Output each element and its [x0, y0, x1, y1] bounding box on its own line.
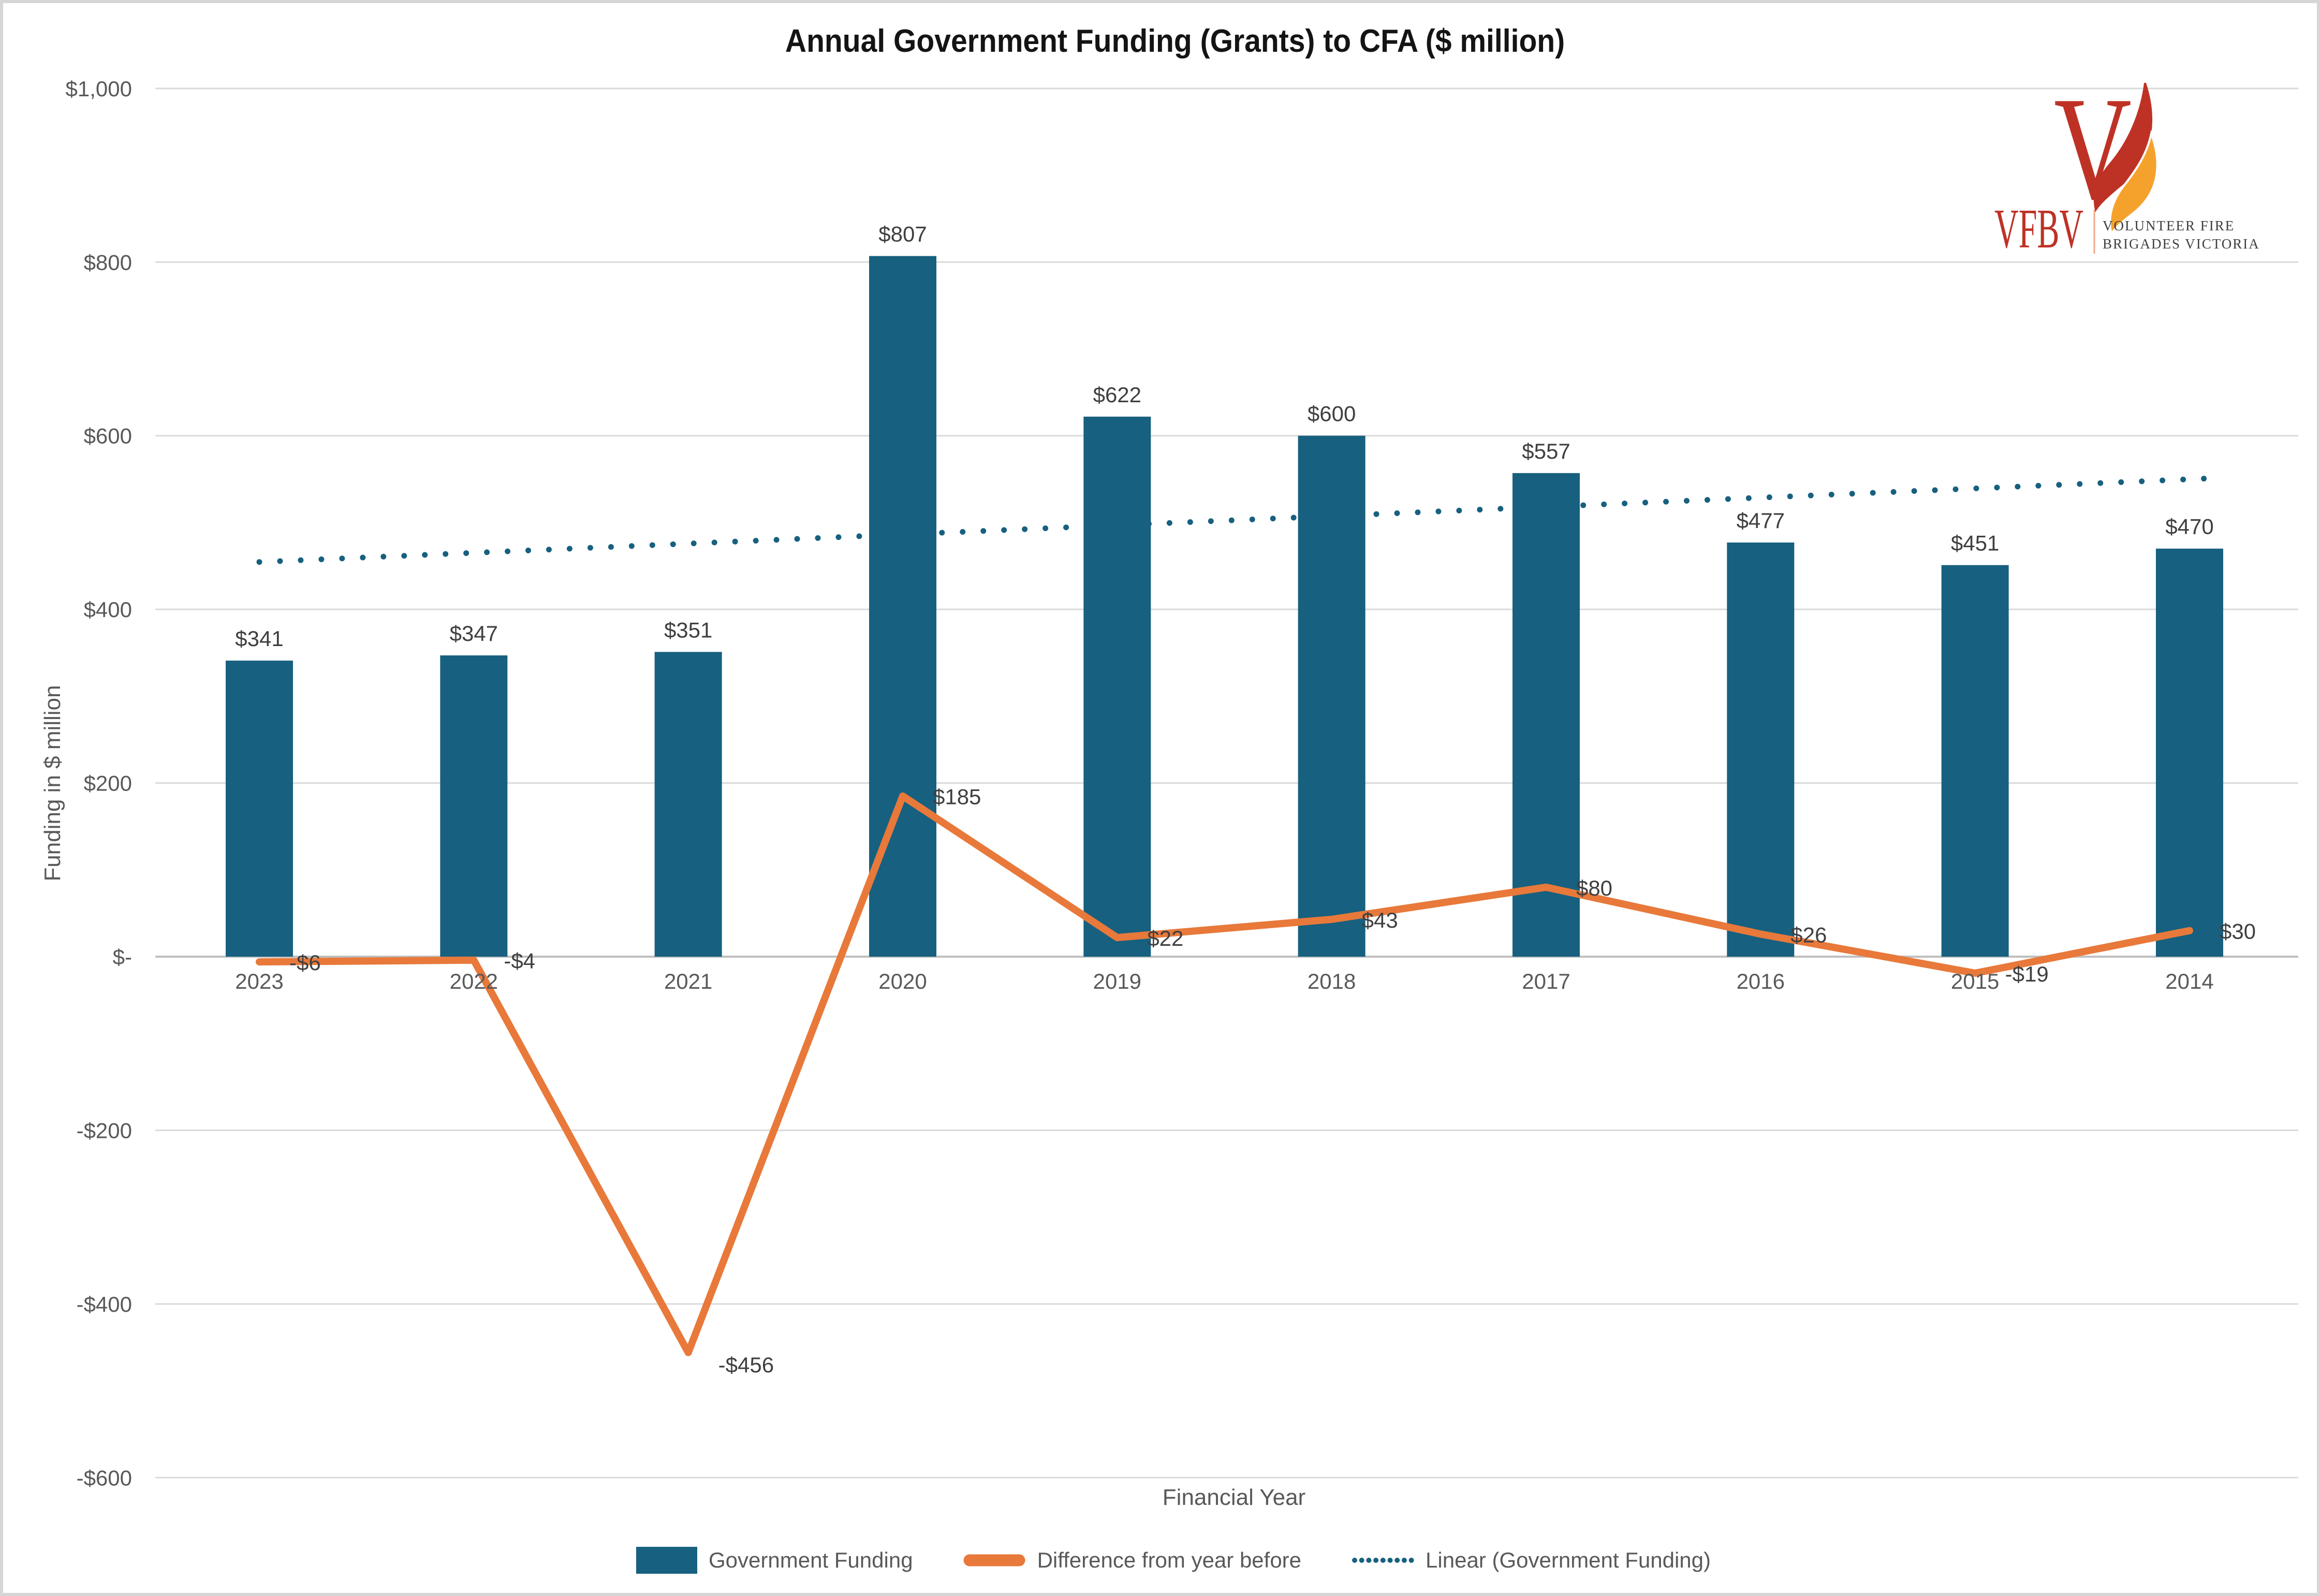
trendline — [256, 475, 2219, 565]
legend-item-government-funding: Government Funding — [636, 1547, 913, 1574]
legend-swatch-bar-icon — [636, 1547, 698, 1574]
y-tick-label: $400 — [84, 597, 132, 622]
x-tick-label-2014: 2014 — [2165, 969, 2213, 993]
x-axis-title: Financial Year — [1162, 1485, 1306, 1510]
bar-2019 — [1083, 416, 1151, 957]
y-axis-title: Funding in $ million — [40, 685, 65, 882]
bar-label-2018: $600 — [1308, 402, 1356, 426]
bar-2016 — [1727, 543, 1795, 957]
logo-tagline-1: VOLUNTEER FIRE — [2103, 218, 2235, 233]
x-tick-label-2015: 2015 — [1951, 969, 1999, 993]
logo-flame-orange-icon — [2109, 129, 2159, 237]
difference-label-2018: $43 — [1362, 908, 1398, 932]
legend: Government Funding Difference from year … — [636, 1547, 1711, 1574]
y-tick-label: $1,000 — [66, 77, 132, 101]
x-tick-label-2020: 2020 — [878, 969, 927, 993]
legend-label-difference: Difference from year before — [1037, 1548, 1302, 1572]
bar-2023 — [226, 661, 293, 957]
legend-item-difference: Difference from year before — [963, 1548, 1301, 1573]
difference-label-2017: $80 — [1576, 876, 1612, 900]
difference-label-2014: $30 — [2220, 919, 2256, 944]
difference-label-2015: -$19 — [2005, 962, 2049, 986]
bar-2022 — [440, 655, 508, 957]
difference-label-2016: $26 — [1790, 923, 1827, 947]
difference-label-2021: -$456 — [718, 1353, 774, 1377]
y-tick-label: -$200 — [77, 1118, 132, 1143]
legend-swatch-dotted-icon — [1352, 1558, 1415, 1563]
bar-label-2022: $347 — [450, 621, 498, 646]
legend-swatch-line-icon — [963, 1554, 1025, 1566]
bar-label-2017: $557 — [1522, 439, 1570, 463]
bar-2021 — [654, 652, 722, 957]
bar-2014 — [2155, 548, 2223, 957]
y-tick-label: $- — [113, 945, 132, 969]
x-tick-label-2016: 2016 — [1737, 969, 1785, 993]
x-tick-label-2021: 2021 — [664, 969, 712, 993]
bar-label-2015: $451 — [1951, 531, 1999, 555]
y-tick-label: $600 — [84, 424, 132, 448]
legend-label-linear: Linear (Government Funding) — [1426, 1548, 1711, 1572]
bar-label-2023: $341 — [235, 626, 283, 651]
logo-tagline-2: BRIGADES VICTORIA — [2103, 236, 2260, 252]
y-tick-label: -$600 — [77, 1466, 132, 1490]
legend-label-government-funding: Government Funding — [709, 1548, 913, 1572]
legend-item-linear: Linear (Government Funding) — [1351, 1548, 1711, 1573]
x-tick-label-2022: 2022 — [450, 969, 498, 993]
y-tick-label: $200 — [84, 771, 132, 796]
difference-line — [256, 792, 2193, 1356]
vfbv-logo: V VFBV VOLUNTEER FIRE BRIGADES VICTORIA — [1994, 83, 2260, 260]
x-tick-label-2019: 2019 — [1093, 969, 1141, 993]
y-tick-label: $800 — [84, 250, 132, 274]
difference-label-2022: -$4 — [504, 949, 535, 973]
bar-label-2014: $470 — [2165, 515, 2213, 539]
bar-2018 — [1298, 435, 1365, 957]
x-tick-label-2018: 2018 — [1308, 969, 1356, 993]
bar-label-2019: $622 — [1093, 383, 1141, 407]
logo-flame-red-icon — [2093, 83, 2152, 212]
bar-label-2020: $807 — [878, 222, 927, 246]
difference-label-2019: $22 — [1147, 926, 1183, 950]
x-tick-label-2023: 2023 — [235, 969, 283, 993]
bar-2020 — [869, 256, 936, 957]
y-tick-label: -$400 — [77, 1292, 132, 1316]
logo-abbr-text: VFBV — [1994, 198, 2083, 260]
difference-label-2020: $185 — [933, 785, 981, 809]
difference-label-2023: -$6 — [289, 950, 321, 975]
bar-label-2021: $351 — [664, 618, 712, 642]
chart-title: Annual Government Funding (Grants) to CF… — [785, 23, 1565, 59]
bar-label-2016: $477 — [1737, 508, 1785, 533]
bar-2017 — [1512, 473, 1580, 957]
bar-2015 — [1941, 565, 2009, 957]
x-tick-label-2017: 2017 — [1522, 969, 1570, 993]
